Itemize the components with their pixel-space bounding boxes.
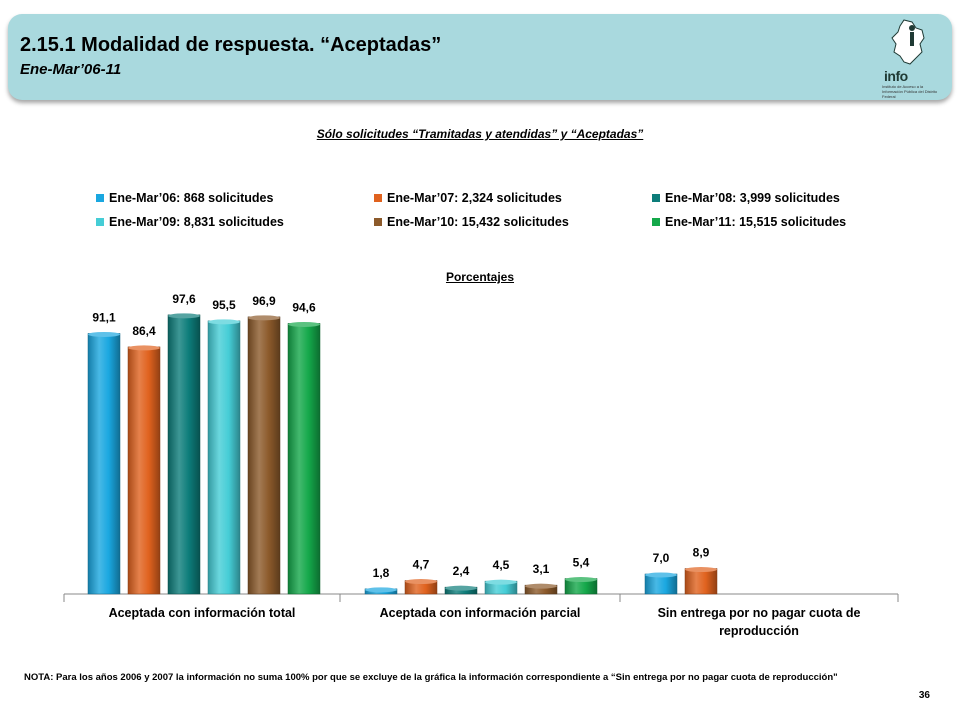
data-label: 94,6 <box>292 300 316 314</box>
legend-swatch <box>652 194 660 202</box>
legend-swatch <box>374 218 382 226</box>
page-number: 36 <box>918 690 930 701</box>
legend-item: Ene-Mar’10: 15,432 solicitudes <box>374 215 569 229</box>
legend-item: Ene-Mar’09: 8,831 solicitudes <box>96 215 284 229</box>
bar-top <box>168 313 200 319</box>
bar-top <box>365 587 397 593</box>
bar-top <box>445 585 477 591</box>
data-label: 5,4 <box>573 556 590 570</box>
bar-top <box>525 583 557 589</box>
bar-top <box>208 319 240 325</box>
category-label: Sin entrega por no pagar cuota de <box>658 606 861 620</box>
data-label: 2,4 <box>453 564 470 578</box>
bar-top <box>128 345 160 351</box>
legend-item: Ene-Mar’08: 3,999 solicitudes <box>652 191 840 205</box>
category-label: Aceptada con información total <box>109 606 296 620</box>
bar-top <box>88 331 120 337</box>
legend-item: Ene-Mar’06: 868 solicitudes <box>96 191 273 205</box>
bar-top <box>565 577 597 583</box>
chart-subtitle: Sólo solicitudes “Tramitadas y atendidas… <box>316 127 644 141</box>
bar-top <box>645 572 677 578</box>
legend-item: Ene-Mar’11: 15,515 solicitudes <box>652 215 846 229</box>
legend-label: Ene-Mar’08: 3,999 solicitudes <box>665 191 840 205</box>
data-label: 95,5 <box>212 298 236 312</box>
legend-item: Ene-Mar’07: 2,324 solicitudes <box>374 191 562 205</box>
legend-label: Ene-Mar’07: 2,324 solicitudes <box>387 191 562 205</box>
header-banner: 2.15.1 Modalidad de respuesta. “Aceptada… <box>8 14 952 100</box>
category-label: reproducción <box>719 624 799 638</box>
legend-label: Ene-Mar’09: 8,831 solicitudes <box>109 215 284 229</box>
data-label: 3,1 <box>533 562 550 576</box>
info-logo: info Instituto de Acceso a la Informació… <box>882 18 940 99</box>
data-label: 4,5 <box>493 558 510 572</box>
legend-swatch <box>96 218 104 226</box>
bar <box>684 568 718 595</box>
data-label: 8,9 <box>693 546 710 560</box>
bar <box>167 314 201 595</box>
bar-top <box>685 567 717 573</box>
bar <box>287 323 321 595</box>
bar <box>247 316 281 595</box>
page-subtitle: Ene-Mar’06-11 <box>20 61 122 78</box>
legend-label: Ene-Mar’10: 15,432 solicitudes <box>387 215 569 229</box>
bar <box>87 333 121 595</box>
category-label: Aceptada con información parcial <box>380 606 581 620</box>
data-label: 4,7 <box>413 558 430 572</box>
logo-text: info <box>884 68 908 84</box>
bar-top <box>248 315 280 321</box>
logo-caption: Instituto de Acceso a la Información Púb… <box>882 84 938 99</box>
legend-swatch <box>652 218 660 226</box>
bar-top <box>405 579 437 585</box>
page-title: 2.15.1 Modalidad de respuesta. “Aceptada… <box>20 34 442 56</box>
bar-top <box>485 579 517 585</box>
legend-swatch <box>374 194 382 202</box>
data-label: 96,9 <box>252 294 276 308</box>
data-label: 97,6 <box>172 292 196 306</box>
legend-swatch <box>96 194 104 202</box>
data-label: 7,0 <box>653 551 670 565</box>
legend-label: Ene-Mar’11: 15,515 solicitudes <box>665 215 847 229</box>
bar <box>207 320 241 595</box>
bar <box>127 346 161 595</box>
bar-top <box>288 321 320 327</box>
data-label: 86,4 <box>132 324 156 338</box>
legend-label: Ene-Mar’06: 868 solicitudes <box>109 191 274 205</box>
units-label: Porcentajes <box>445 270 515 284</box>
city-map-icon <box>891 19 925 65</box>
bar-chart: 91,1 86,4 97,6 95,5 96,9 94,6 Aceptada con inf… <box>63 292 899 638</box>
data-label: 91,1 <box>92 310 116 324</box>
footnote: NOTA: Para los años 2006 y 2007 la infor… <box>24 672 838 683</box>
data-label: 1,8 <box>373 566 390 580</box>
